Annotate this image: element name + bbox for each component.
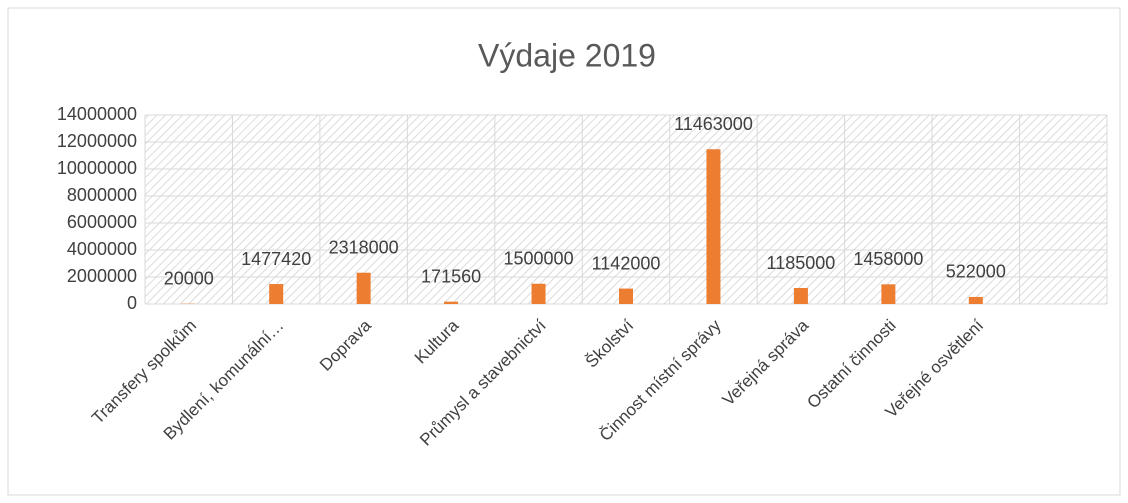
data-label: 11463000 [674, 114, 753, 134]
data-label: 1477420 [241, 249, 311, 269]
bar [619, 288, 633, 304]
data-label: 522000 [946, 262, 1006, 282]
bar [881, 284, 896, 304]
y-tick-label: 8000000 [67, 185, 137, 205]
y-tick-label: 10000000 [57, 158, 137, 178]
y-tick-label: 0 [127, 293, 137, 313]
y-tick-label: 4000000 [67, 239, 137, 259]
y-tick-label: 14000000 [57, 104, 137, 124]
y-tick-label: 12000000 [57, 131, 137, 151]
bar [356, 272, 371, 304]
y-tick-label: 6000000 [67, 212, 137, 232]
data-label: 1500000 [504, 249, 574, 269]
bar [793, 288, 808, 304]
data-label: 1458000 [853, 249, 923, 269]
bar [968, 296, 983, 304]
data-label: 171560 [421, 266, 481, 286]
y-tick-label: 2000000 [67, 266, 137, 286]
data-label: 1185000 [767, 253, 836, 273]
data-label: 1142000 [592, 253, 661, 273]
bar [269, 284, 284, 304]
data-label: 2318000 [329, 237, 399, 257]
bar [444, 301, 459, 304]
bar [531, 283, 546, 304]
chart-title: Výdaje 2019 [478, 37, 656, 73]
data-label: 20000 [164, 268, 214, 288]
plot-area [145, 115, 1107, 304]
bar [706, 149, 721, 304]
